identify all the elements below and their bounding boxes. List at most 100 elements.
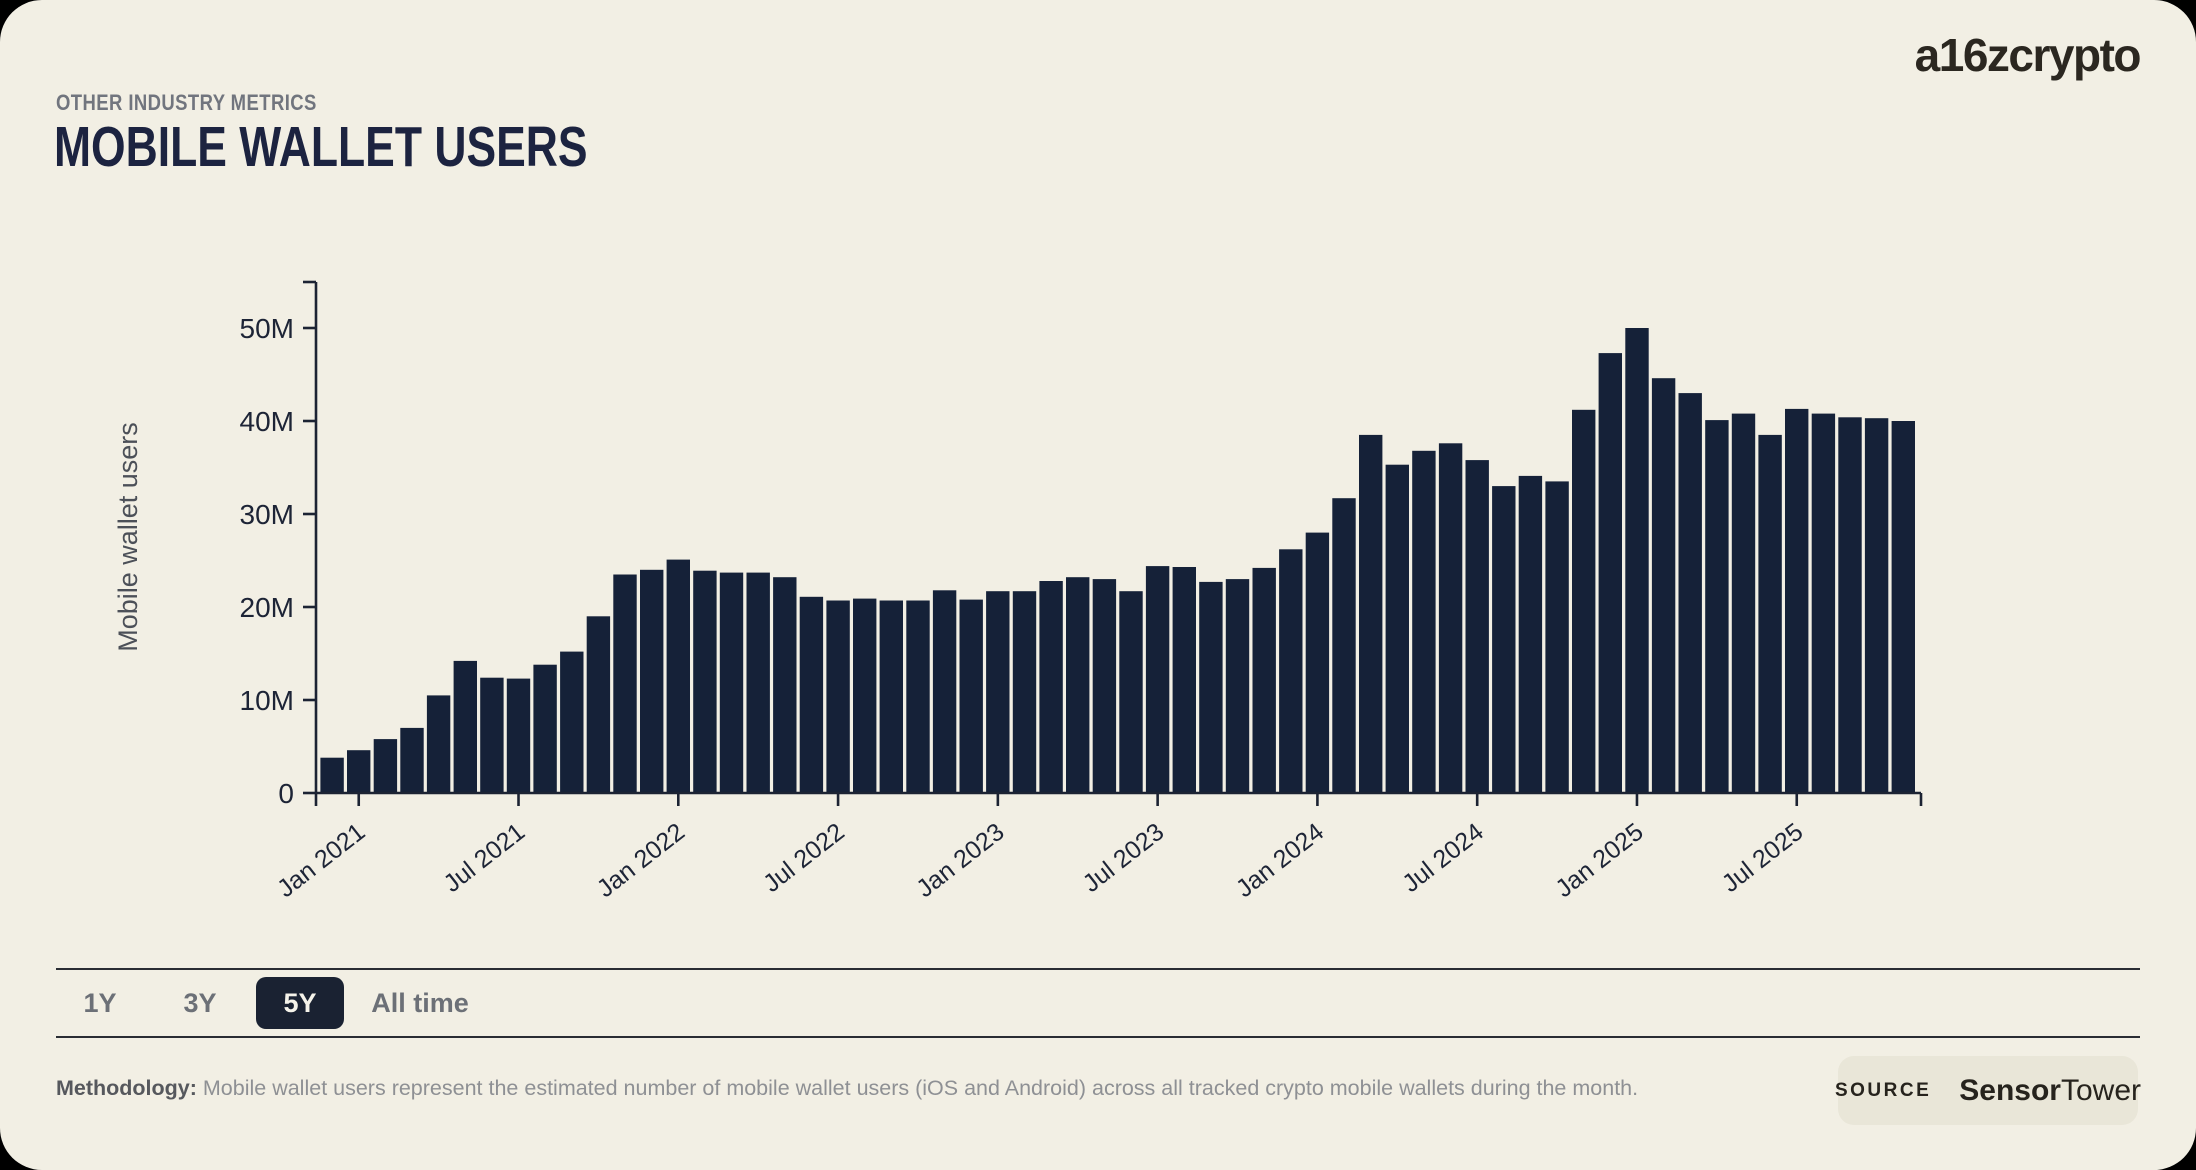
x-tick-label: Jan 2023 xyxy=(911,818,1009,903)
bar-feb-2021[interactable] xyxy=(373,739,398,793)
y-tick-label: 30M xyxy=(240,499,294,530)
x-tick-label: Jul 2024 xyxy=(1397,818,1489,898)
bar-dec-2023[interactable] xyxy=(1279,549,1303,793)
x-tick-label: Jan 2021 xyxy=(272,818,370,903)
bar-may-2023[interactable] xyxy=(1092,579,1117,793)
bar-mar-2024[interactable] xyxy=(1359,434,1383,793)
source-name: SensorTower xyxy=(1959,1073,2142,1107)
bar-dec-2020[interactable] xyxy=(320,757,344,793)
bar-nov-2022[interactable] xyxy=(932,590,957,793)
bar-may-2022[interactable] xyxy=(773,577,797,793)
y-axis-title: Mobile wallet users xyxy=(113,422,143,652)
bar-jun-2024[interactable] xyxy=(1438,443,1463,793)
bar-jun-2022[interactable] xyxy=(799,596,824,793)
bar-mar-2023[interactable] xyxy=(1039,581,1063,793)
bar-oct-2024[interactable] xyxy=(1545,481,1569,793)
bar-dec-2024[interactable] xyxy=(1598,353,1622,793)
bar-jan-2023[interactable] xyxy=(986,591,1010,793)
bar-dec-2021[interactable] xyxy=(640,569,664,793)
bar-sep-2021[interactable] xyxy=(560,651,584,793)
time-range-selector: 1Y 3Y 5Y All time xyxy=(56,976,484,1030)
divider-top xyxy=(56,968,2140,970)
x-tick-label: Jan 2025 xyxy=(1550,818,1648,903)
y-tick-label: 20M xyxy=(240,592,294,623)
bar-nov-2025[interactable] xyxy=(1891,421,1915,793)
bar-oct-2025[interactable] xyxy=(1864,418,1889,793)
range-button-all-time[interactable]: All time xyxy=(356,977,484,1029)
bar-jun-2025[interactable] xyxy=(1758,434,1782,793)
bar-sep-2025[interactable] xyxy=(1838,417,1862,793)
x-tick-label: Jan 2022 xyxy=(592,818,690,903)
y-tick-labels: 0 10M 20M 30M 40M 50M xyxy=(240,313,294,809)
bar-apr-2023[interactable] xyxy=(1066,577,1090,793)
range-button-5y[interactable]: 5Y xyxy=(256,977,344,1029)
methodology-label: Methodology: xyxy=(56,1076,197,1100)
x-tick-label: Jan 2024 xyxy=(1231,818,1329,903)
axes xyxy=(303,280,1923,806)
bar-feb-2024[interactable] xyxy=(1332,498,1356,793)
bar-sep-2022[interactable] xyxy=(879,600,903,794)
methodology-text: Mobile wallet users represent the estima… xyxy=(196,1076,1639,1100)
bar-aug-2024[interactable] xyxy=(1492,486,1516,793)
bar-oct-2022[interactable] xyxy=(906,600,930,794)
bar-jun-2021[interactable] xyxy=(480,677,504,793)
bar-jan-2024[interactable] xyxy=(1305,532,1330,793)
bar-oct-2023[interactable] xyxy=(1225,579,1250,793)
y-tick-label: 50M xyxy=(240,313,294,344)
source-badge: SOURCE SensorTower xyxy=(1834,1056,2142,1125)
bar-mar-2025[interactable] xyxy=(1678,393,1702,793)
methodology-note: Methodology: Mobile wallet users represe… xyxy=(56,1076,1638,1101)
bar-feb-2025[interactable] xyxy=(1651,378,1676,793)
range-button-3y[interactable]: 3Y xyxy=(156,977,244,1029)
source-label: SOURCE xyxy=(1834,1079,1932,1101)
bar-mar-2022[interactable] xyxy=(719,572,744,793)
x-tick-label: Jul 2023 xyxy=(1078,818,1170,898)
divider-bottom xyxy=(56,1036,2140,1038)
bar-jul-2023[interactable] xyxy=(1145,566,1170,793)
bar-may-2024[interactable] xyxy=(1412,450,1436,793)
bar-aug-2022[interactable] xyxy=(853,598,877,793)
bars xyxy=(320,328,1915,794)
x-tick-labels: Jan 2021 Jul 2021 Jan 2022 Jul 2022 Jan 2023… xyxy=(272,818,1808,903)
y-tick-label: 0 xyxy=(278,778,294,809)
bar-apr-2021[interactable] xyxy=(426,695,451,794)
bar-feb-2023[interactable] xyxy=(1012,591,1037,793)
bar-jan-2022[interactable] xyxy=(666,559,690,793)
bar-oct-2021[interactable] xyxy=(586,616,611,793)
bar-may-2025[interactable] xyxy=(1731,413,1756,793)
bar-jun-2023[interactable] xyxy=(1119,591,1143,793)
bar-dec-2022[interactable] xyxy=(959,599,983,793)
y-tick-label: 10M xyxy=(240,685,294,716)
x-tick-label: Jul 2021 xyxy=(438,818,530,898)
bar-aug-2023[interactable] xyxy=(1172,567,1196,793)
bar-nov-2024[interactable] xyxy=(1572,409,1596,793)
x-tick-label: Jul 2022 xyxy=(758,818,850,898)
bar-jan-2021[interactable] xyxy=(347,750,371,793)
section-kicker: OTHER INDUSTRY METRICS xyxy=(56,90,317,115)
bar-may-2021[interactable] xyxy=(453,660,477,793)
bar-nov-2023[interactable] xyxy=(1252,567,1276,793)
bar-aug-2025[interactable] xyxy=(1811,413,1836,793)
bar-mar-2021[interactable] xyxy=(400,727,424,793)
bar-aug-2021[interactable] xyxy=(533,664,557,793)
x-tick-label: Jul 2025 xyxy=(1717,818,1809,898)
bar-sep-2024[interactable] xyxy=(1518,475,1543,793)
bar-apr-2024[interactable] xyxy=(1385,464,1409,793)
page-title: MOBILE WALLET USERS xyxy=(54,115,588,179)
bar-jul-2021[interactable] xyxy=(506,678,531,793)
bar-apr-2025[interactable] xyxy=(1705,420,1729,793)
bar-jul-2025[interactable] xyxy=(1785,408,1809,793)
bar-jan-2025[interactable] xyxy=(1625,328,1649,793)
bar-apr-2022[interactable] xyxy=(746,572,770,793)
bar-jul-2022[interactable] xyxy=(826,600,850,794)
bar-sep-2023[interactable] xyxy=(1199,581,1223,793)
y-tick-label: 40M xyxy=(240,406,294,437)
bar-jul-2024[interactable] xyxy=(1465,460,1489,793)
bar-feb-2022[interactable] xyxy=(693,570,717,793)
bar-nov-2021[interactable] xyxy=(613,574,637,794)
range-button-1y[interactable]: 1Y xyxy=(56,977,144,1029)
a16zcrypto-logo: a16zcrypto xyxy=(1914,29,2142,81)
